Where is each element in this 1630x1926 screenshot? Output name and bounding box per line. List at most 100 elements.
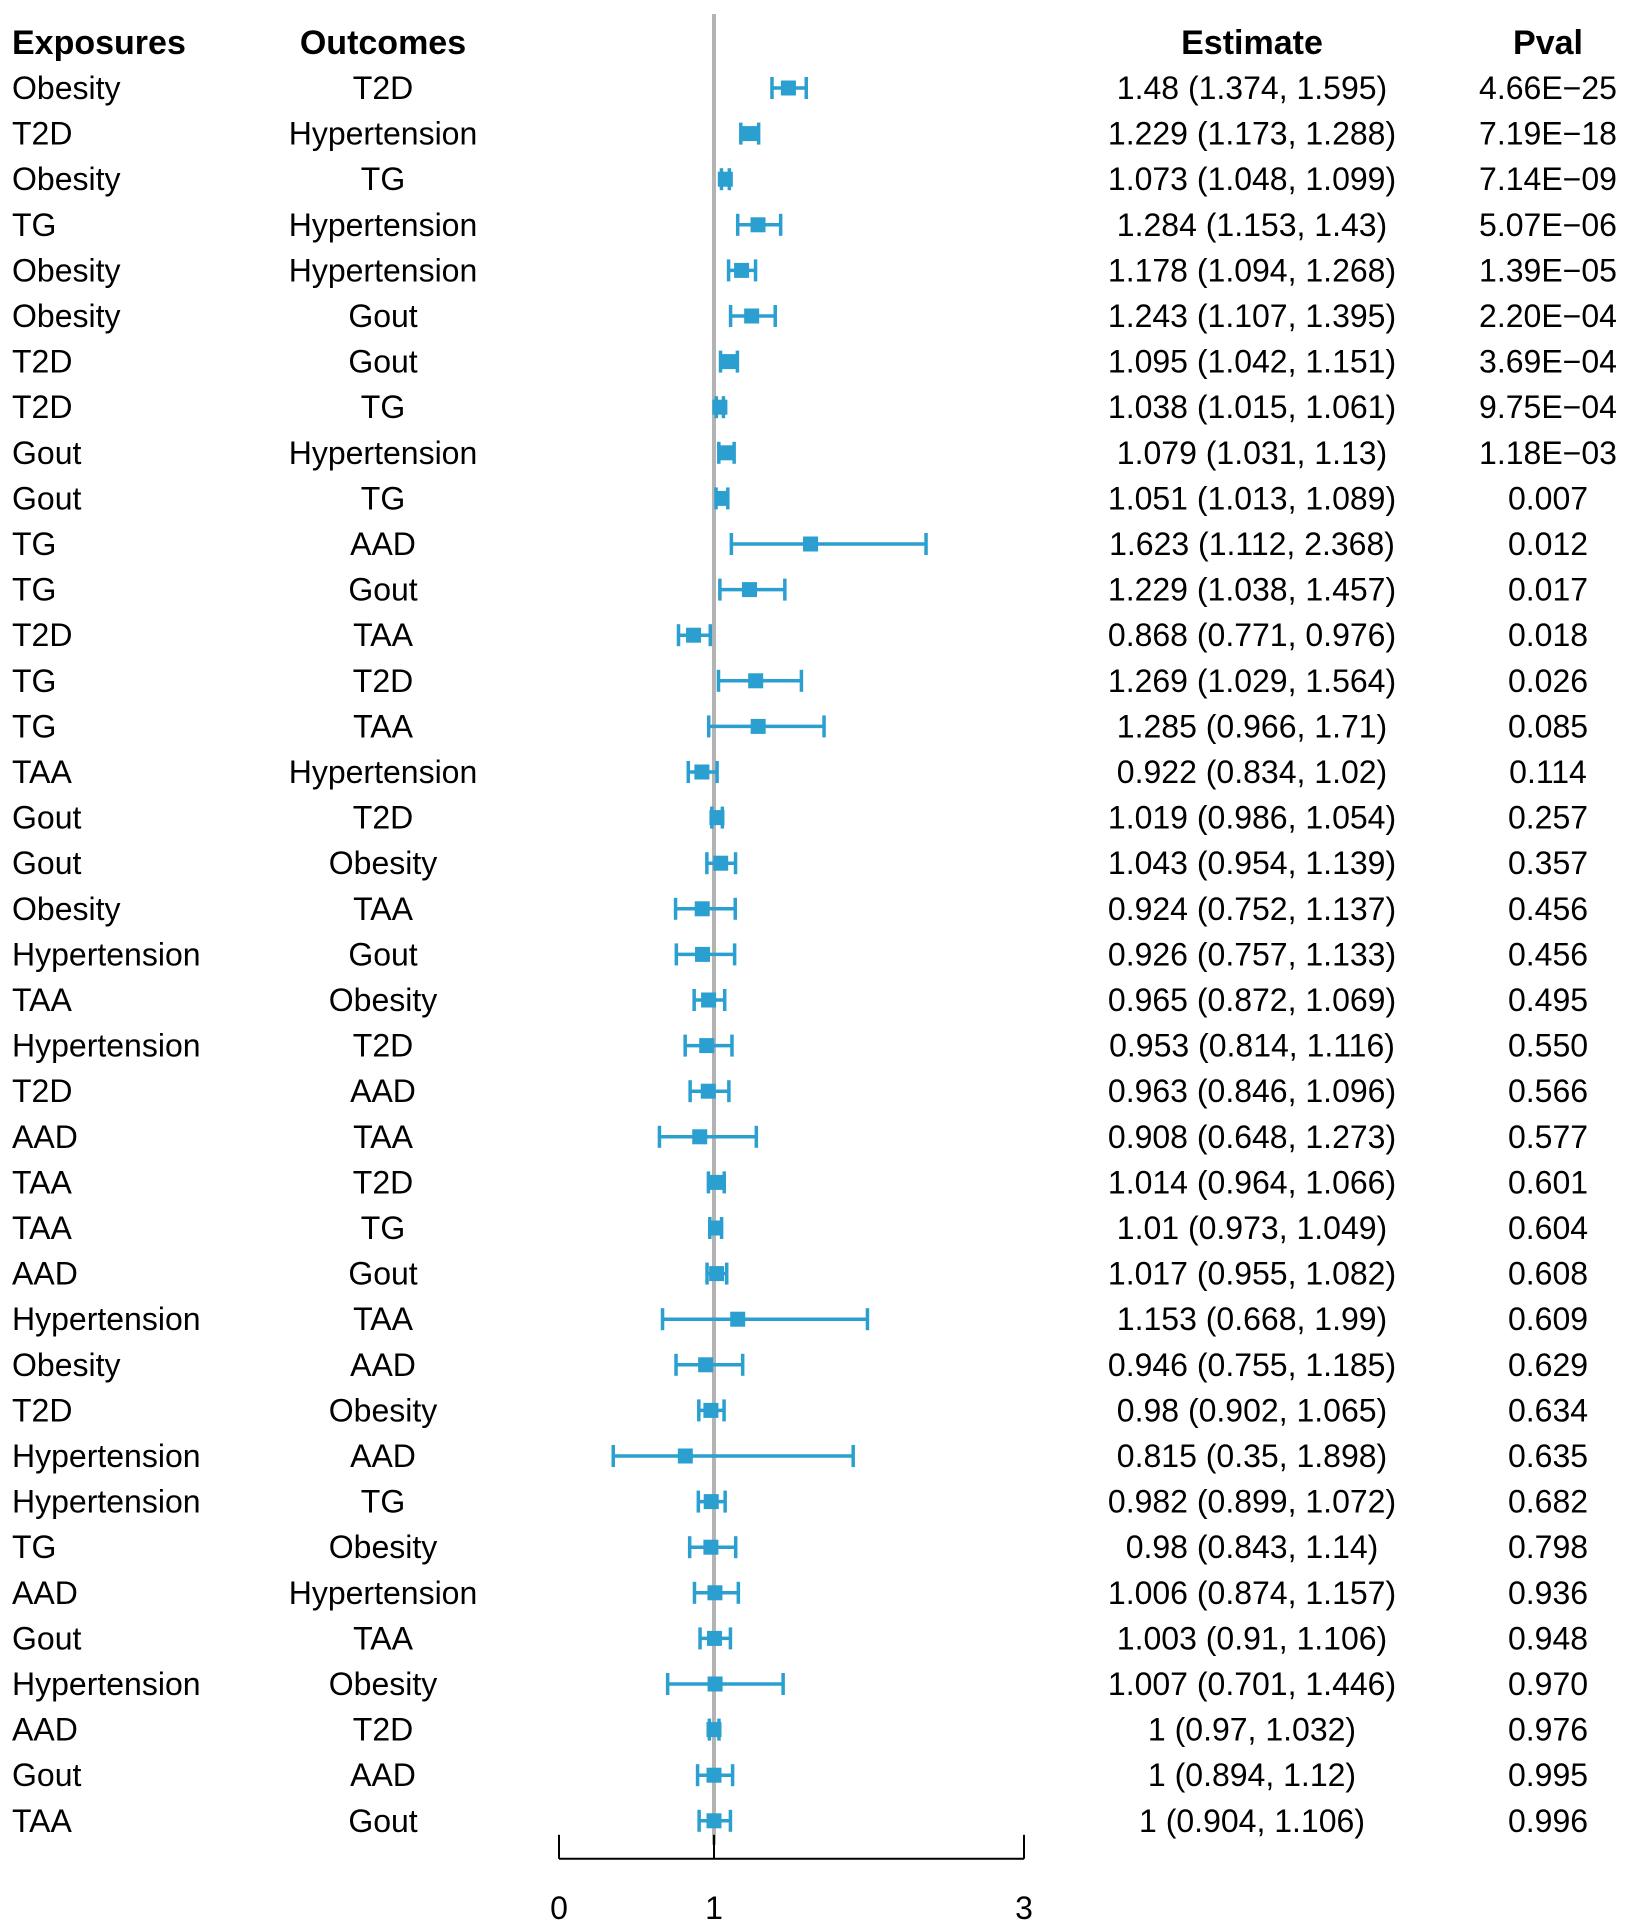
outcome-label: AAD <box>350 1073 416 1109</box>
pval-label: 0.970 <box>1508 1666 1588 1702</box>
point-estimate <box>718 445 734 461</box>
point-estimate <box>748 673 764 689</box>
point-estimate <box>707 1676 723 1692</box>
exposure-label: AAD <box>12 1712 78 1748</box>
pval-label: 0.566 <box>1508 1073 1588 1109</box>
interval-mark <box>706 1171 726 1194</box>
pval-label: 7.14E−09 <box>1479 161 1617 197</box>
interval-mark <box>735 213 783 236</box>
point-estimate <box>750 217 766 233</box>
point-estimate <box>713 855 729 871</box>
interval-mark <box>611 1445 855 1467</box>
outcome-label: TG <box>361 161 405 197</box>
outcome-label: Gout <box>348 1803 417 1839</box>
table-row: TG T2D 1.269 (1.029, 1.564) 0.026 <box>12 663 1588 699</box>
exposure-label: Hypertension <box>12 1301 201 1337</box>
exposure-label: AAD <box>12 1119 78 1155</box>
estimate-label: 1.178 (1.094, 1.268) <box>1108 252 1396 288</box>
outcome-label: TG <box>361 1210 405 1246</box>
table-row: TAA TG 1.01 (0.973, 1.049) 0.604 <box>12 1210 1588 1246</box>
x-axis: 0 1 3 <box>550 1834 1033 1926</box>
interval-mark <box>657 1125 759 1148</box>
estimate-label: 1.269 (1.029, 1.564) <box>1108 663 1396 699</box>
outcome-label: Hypertension <box>289 1575 478 1611</box>
estimate-label: 1.079 (1.031, 1.13) <box>1117 435 1387 471</box>
point-estimate <box>703 1402 719 1418</box>
point-estimate <box>698 1357 714 1373</box>
interval-mark <box>692 989 727 1011</box>
table-row: Gout TG 1.051 (1.013, 1.089) 0.007 <box>12 480 1588 516</box>
interval-mark <box>712 396 728 419</box>
pval-label: 0.798 <box>1508 1529 1588 1565</box>
point-estimate <box>695 946 711 962</box>
pval-label: 0.018 <box>1508 617 1588 653</box>
pval-label: 1.18E−03 <box>1479 435 1617 471</box>
interval-mark <box>714 487 730 510</box>
point-estimate <box>692 1129 708 1145</box>
interval-mark <box>697 1399 726 1422</box>
point-estimate <box>717 171 733 187</box>
exposure-label: T2D <box>12 617 72 653</box>
estimate-label: 1.043 (0.954, 1.139) <box>1108 845 1396 881</box>
estimate-label: 1.095 (1.042, 1.151) <box>1108 344 1396 380</box>
exposure-label: Gout <box>12 1620 81 1656</box>
table-row: TAA T2D 1.014 (0.964, 1.066) 0.601 <box>12 1164 1588 1200</box>
x-tick-label: 3 <box>1015 1890 1033 1926</box>
outcome-label: T2D <box>353 663 413 699</box>
point-estimate <box>714 490 730 506</box>
estimate-label: 1.284 (1.153, 1.43) <box>1117 207 1387 243</box>
table-row: AAD TAA 0.908 (0.648, 1.273) 0.577 <box>12 1119 1588 1155</box>
outcome-label: T2D <box>353 1164 413 1200</box>
table-row: T2D Gout 1.095 (1.042, 1.151) 3.69E−04 <box>12 344 1617 380</box>
estimate-label: 1.019 (0.986, 1.054) <box>1108 800 1396 836</box>
table-row: Hypertension Obesity 1.007 (0.701, 1.446) 0… <box>12 1666 1588 1702</box>
outcome-label: Hypertension <box>289 754 478 790</box>
interval-mark <box>718 578 787 601</box>
estimate-label: 1.051 (1.013, 1.089) <box>1108 480 1396 516</box>
estimate-label: 1.007 (0.701, 1.446) <box>1108 1666 1396 1702</box>
pval-label: 0.456 <box>1508 936 1588 972</box>
table-row: Obesity Hypertension 1.178 (1.094, 1.268) 1… <box>12 252 1617 288</box>
table-row: TAA Obesity 0.965 (0.872, 1.069) 0.495 <box>12 982 1588 1018</box>
interval-mark <box>674 943 737 966</box>
outcome-label: TG <box>361 389 405 425</box>
exposure-label: TAA <box>12 1164 73 1200</box>
estimate-label: 0.926 (0.757, 1.133) <box>1108 936 1396 972</box>
table-row: Hypertension T2D 0.953 (0.814, 1.116) 0.550 <box>12 1028 1588 1064</box>
interval-mark <box>716 669 804 692</box>
point-estimate <box>744 308 760 324</box>
estimate-label: 0.98 (0.902, 1.065) <box>1117 1392 1387 1428</box>
pval-label: 0.357 <box>1508 845 1588 881</box>
pval-label: 9.75E−04 <box>1479 389 1617 425</box>
pval-label: 4.66E−25 <box>1479 70 1617 106</box>
exposure-label: TG <box>12 526 56 562</box>
table-row: T2D Obesity 0.98 (0.902, 1.065) 0.634 <box>12 1392 1588 1428</box>
point-estimate <box>706 1767 722 1783</box>
point-estimate <box>700 1083 716 1099</box>
outcome-label: TG <box>361 1484 405 1520</box>
table-row: Gout TAA 1.003 (0.91, 1.106) 0.948 <box>12 1620 1588 1656</box>
pval-label: 0.577 <box>1508 1119 1588 1155</box>
table-row: AAD T2D 1 (0.97, 1.032) 0.976 <box>12 1712 1588 1748</box>
outcome-label: Obesity <box>329 845 437 881</box>
interval-mark <box>673 897 737 920</box>
pval-label: 0.007 <box>1508 480 1588 516</box>
exposure-label: Obesity <box>12 1347 120 1383</box>
outcome-label: Hypertension <box>289 207 478 243</box>
outcome-label: Gout <box>348 572 417 608</box>
table-row: Gout AAD 1 (0.894, 1.12) 0.995 <box>12 1757 1588 1793</box>
interval-mark <box>696 1490 727 1513</box>
pval-label: 1.39E−05 <box>1479 252 1617 288</box>
point-estimate <box>677 1448 693 1464</box>
estimate-label: 0.963 (0.846, 1.096) <box>1108 1073 1396 1109</box>
pval-label: 0.609 <box>1508 1301 1588 1337</box>
interval-mark <box>717 168 733 191</box>
table-row: TG AAD 1.623 (1.112, 2.368) 0.012 <box>12 526 1588 562</box>
estimate-label: 1.48 (1.374, 1.595) <box>1117 70 1387 106</box>
pval-label: 0.608 <box>1508 1256 1588 1292</box>
point-estimate <box>708 1174 724 1190</box>
table-row: Obesity AAD 0.946 (0.755, 1.185) 0.629 <box>12 1347 1588 1383</box>
exposure-label: Gout <box>12 845 81 881</box>
estimate-label: 0.922 (0.834, 1.02) <box>1117 754 1387 790</box>
